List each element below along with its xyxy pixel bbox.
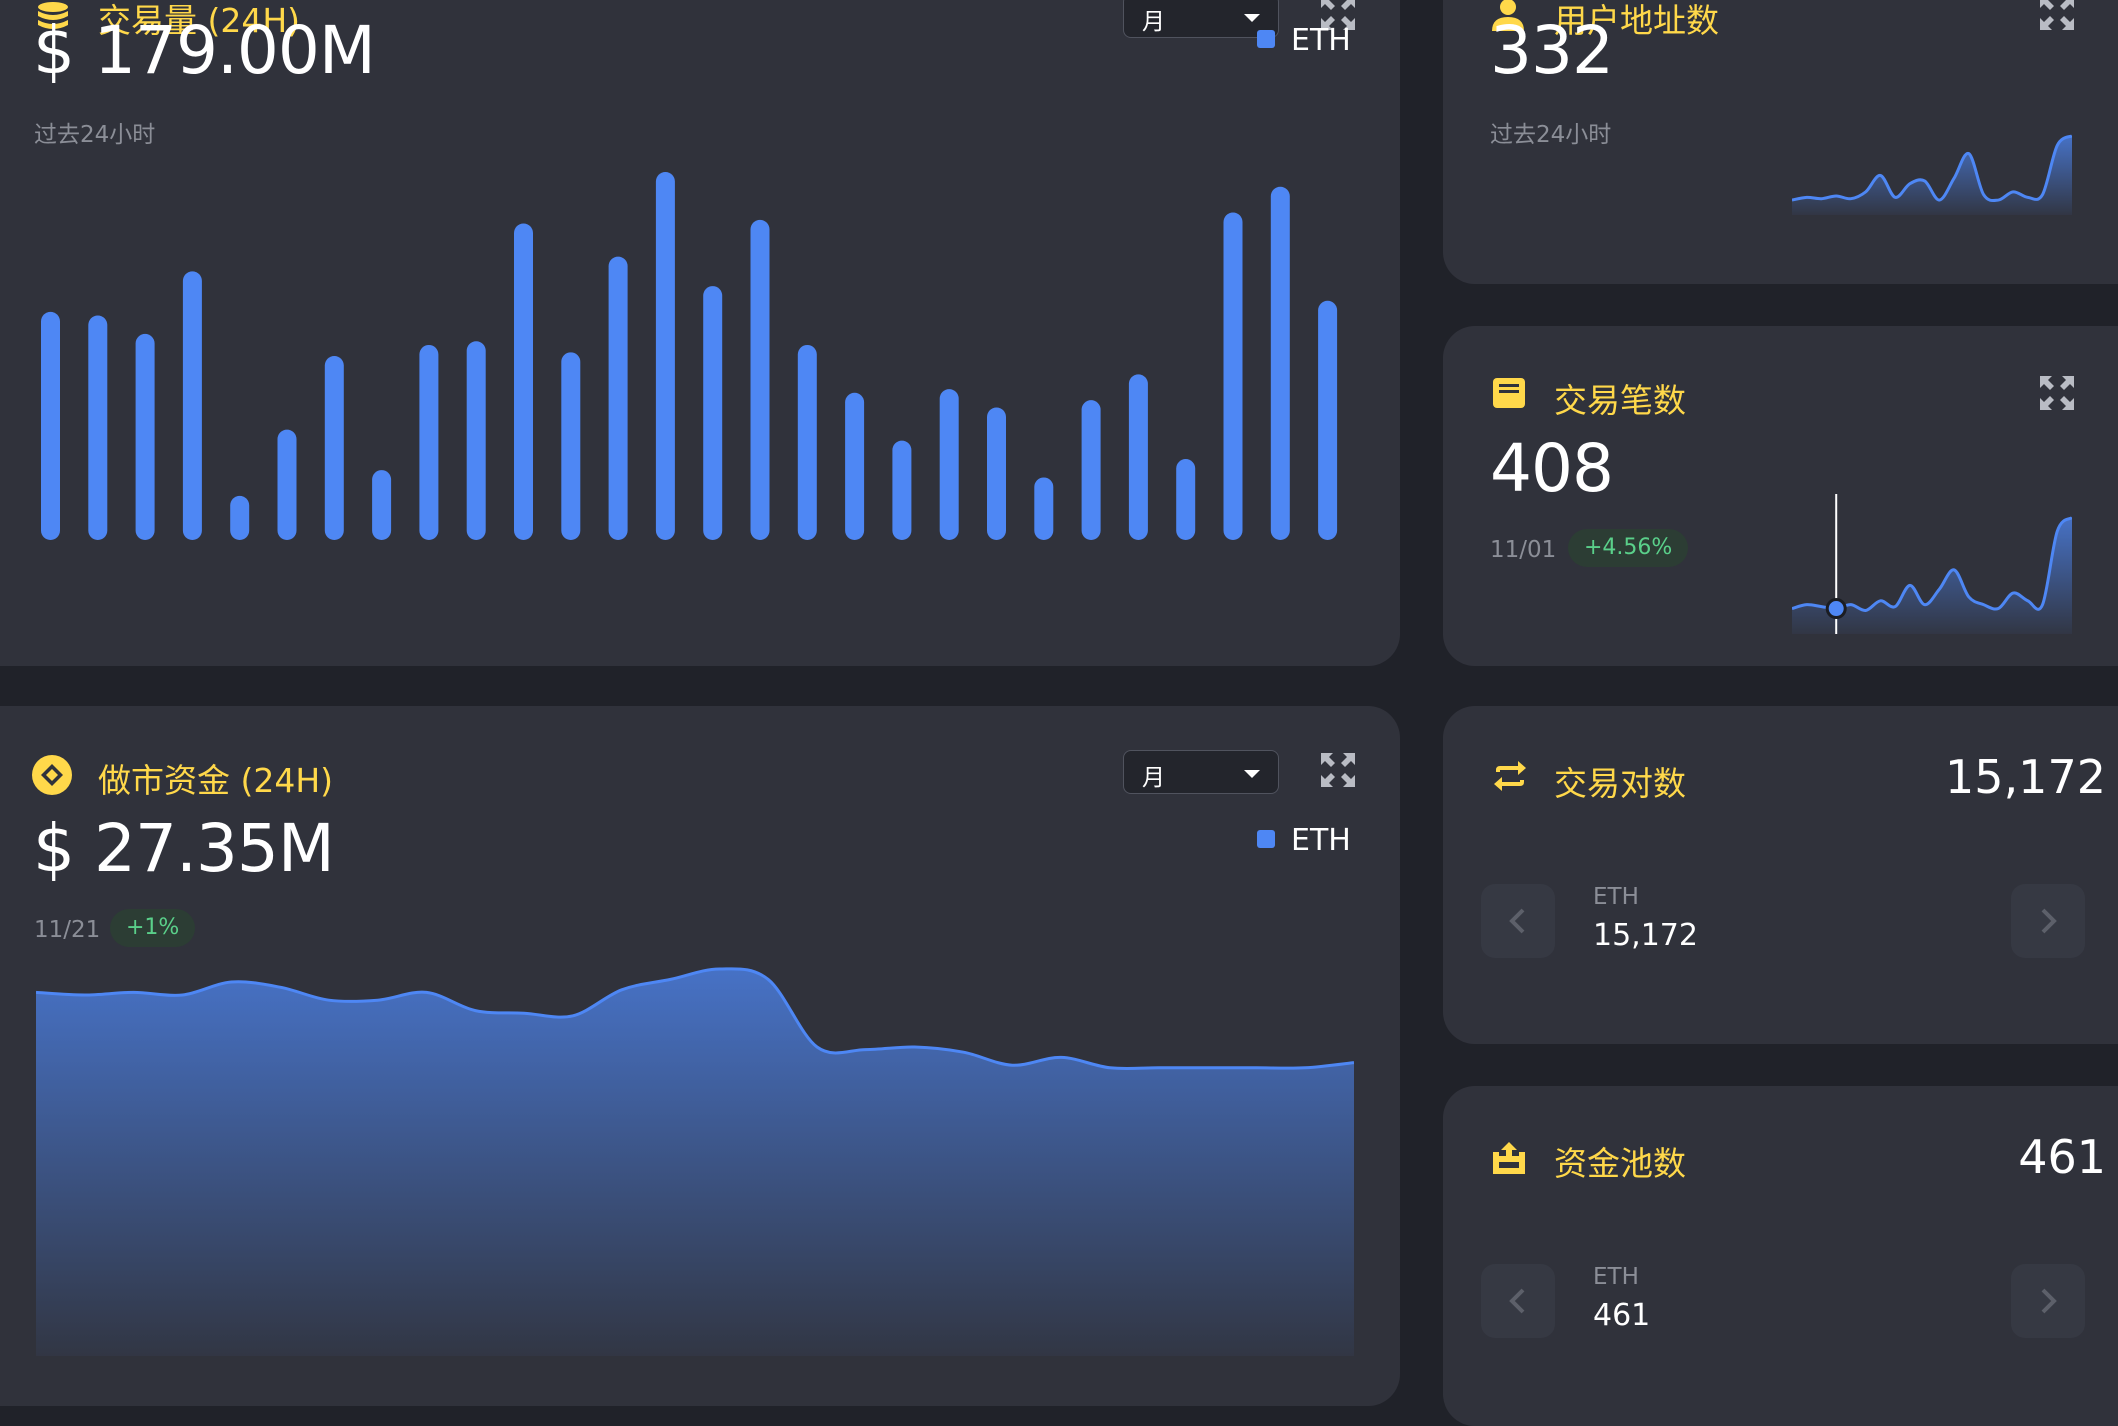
tx-value: 408 (1490, 430, 1614, 507)
chevron-down-icon (1244, 14, 1260, 22)
tx-hover-point (1825, 598, 1847, 620)
legend-swatch (1257, 30, 1275, 48)
pairs-total: 15,172 (1945, 750, 2106, 804)
volume-bar (797, 344, 817, 540)
address-sparkline (1792, 134, 2072, 215)
volume-bar (1081, 400, 1101, 540)
volume-title: 交易量 (24H) (98, 1, 301, 40)
pools-title: 资金池数 (1554, 1144, 1686, 1183)
volume-legend-label: ETH (1291, 23, 1351, 58)
liquidity-legend: ETH (1257, 823, 1351, 858)
chevron-down-icon (1244, 770, 1260, 778)
pools-total: 461 (2018, 1130, 2106, 1184)
liquidity-area-fill (36, 968, 1354, 1356)
liquidity-change-badge: +1% (110, 909, 196, 947)
volume-bar (230, 495, 250, 540)
chevron-right-icon (2041, 908, 2057, 934)
address-subtitle: 过去24小时 (1490, 122, 1612, 148)
volume-legend: ETH (1257, 23, 1351, 58)
volume-subtitle: 过去24小时 (34, 122, 156, 148)
pairs-sub-value: 15,172 (1593, 918, 1698, 953)
pairs-next-button[interactable] (2011, 884, 2085, 958)
expand-icon[interactable] (1319, 751, 1357, 789)
legend-swatch (1257, 830, 1275, 848)
pools-next-button[interactable] (2011, 1264, 2085, 1338)
volume-bar (987, 407, 1006, 540)
liquidity-card: 做市资金 (24H) 月 $ 27.35M ETH 11/21 +1% (0, 706, 1400, 1406)
volume-bar (608, 256, 628, 540)
pools-card: 资金池数 461 ETH 461 (1443, 1086, 2118, 1426)
volume-bar (419, 344, 439, 540)
diamond-coin-icon (32, 755, 72, 795)
volume-period-select[interactable]: 月 (1123, 0, 1279, 38)
expand-icon[interactable] (1319, 0, 1357, 32)
tx-sparkline (1792, 494, 2072, 634)
chevron-left-icon (1509, 1288, 1525, 1314)
volume-bar (655, 172, 675, 540)
volume-bar (372, 470, 392, 540)
address-line (1792, 134, 2072, 203)
volume-bar (1128, 374, 1148, 540)
volume-bar (41, 311, 60, 540)
chevron-right-icon (2041, 1288, 2057, 1314)
chevron-left-icon (1509, 908, 1525, 934)
pairs-title: 交易对数 (1554, 764, 1686, 803)
liquidity-line (36, 967, 1354, 1071)
address-area-fill (1792, 135, 2072, 215)
user-icon (1492, 0, 1524, 31)
inbox-icon (1493, 378, 1525, 408)
volume-bar (1223, 212, 1243, 541)
liquidity-period-value: 月 (1142, 765, 1165, 791)
pools-sub-label: ETH (1593, 1264, 1639, 1290)
volume-value: $ 179.00M (33, 12, 376, 89)
address-title: 用户地址数 (1554, 1, 1719, 40)
liquidity-value: $ 27.35M (33, 810, 335, 887)
volume-bar (88, 315, 108, 540)
pairs-card: 交易对数 15,172 ETH 15,172 (1443, 706, 2118, 1044)
pools-sub-value: 461 (1593, 1298, 1651, 1333)
liquidity-area-chart (36, 967, 1354, 1356)
volume-bar (845, 392, 865, 540)
pairs-prev-button[interactable] (1481, 884, 1555, 958)
volume-bar-chart (41, 172, 1338, 541)
volume-period-value: 月 (1142, 9, 1165, 35)
volume-bar (135, 333, 155, 540)
swap-icon (1494, 761, 1526, 791)
pairs-sub-label: ETH (1593, 884, 1639, 910)
volume-card: 交易量 (24H) 月 $ 179.00M ETH 过去24小时 (0, 0, 1400, 666)
address-value: 332 (1490, 12, 1614, 89)
coin-stack-icon (38, 2, 68, 29)
volume-bar (703, 286, 723, 540)
volume-bar (1034, 477, 1054, 540)
volume-bar (324, 356, 344, 540)
expand-icon[interactable] (2038, 374, 2076, 412)
liquidity-period-select[interactable]: 月 (1123, 750, 1279, 794)
liquidity-title: 做市资金 (24H) (98, 761, 334, 800)
tx-change-badge: +4.56% (1568, 529, 1689, 567)
volume-bar (561, 352, 581, 540)
address-card: 用户地址数 332 过去24小时 (1443, 0, 2118, 284)
tx-line (1792, 516, 2072, 612)
pool-icon (1493, 1142, 1525, 1174)
volume-bar (1318, 300, 1338, 540)
liquidity-legend-label: ETH (1291, 823, 1351, 858)
volume-bar (277, 429, 297, 540)
volume-bar (939, 389, 959, 540)
volume-bar (466, 341, 486, 540)
volume-bar (1270, 186, 1290, 540)
volume-bar (514, 223, 533, 540)
volume-bar (892, 440, 912, 540)
volume-bar (750, 219, 770, 540)
tx-title: 交易笔数 (1554, 381, 1686, 420)
liquidity-date: 11/21 (34, 917, 101, 943)
tx-date: 11/01 (1490, 537, 1557, 563)
volume-bar (1176, 459, 1196, 540)
pools-prev-button[interactable] (1481, 1264, 1555, 1338)
tx-area-fill (1792, 517, 2072, 634)
expand-icon[interactable] (2038, 0, 2076, 32)
tx-card: 交易笔数 408 11/01 +4.56% (1443, 326, 2118, 666)
volume-bar (182, 271, 202, 540)
